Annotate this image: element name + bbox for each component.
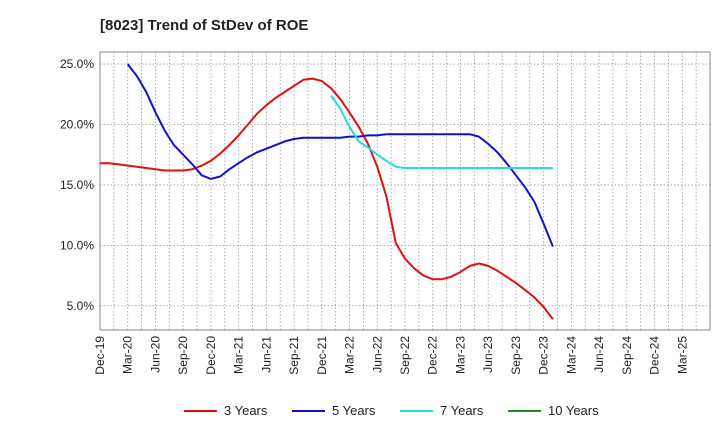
x-tick-label: Sep-23 — [509, 336, 523, 375]
grid — [100, 52, 710, 330]
legend-label-3-years: 3 Years — [224, 403, 268, 418]
y-axis: 5.0% 10.0% 15.0% 20.0% 25.0% — [60, 57, 94, 313]
legend-label-5-years: 5 Years — [332, 403, 376, 418]
series-lines — [100, 63, 554, 320]
legend-label-10-years: 10 Years — [548, 403, 599, 418]
x-tick-label: Dec-22 — [426, 336, 440, 375]
x-tick-label: Jun-20 — [148, 336, 162, 373]
x-tick-label: Dec-20 — [204, 336, 218, 375]
x-tick-label: Mar-21 — [232, 336, 246, 374]
x-tick-label: Mar-23 — [453, 336, 467, 374]
y-tick-label: 25.0% — [60, 57, 94, 71]
x-tick-label: Dec-19 — [93, 336, 107, 375]
y-tick-label: 10.0% — [60, 238, 94, 252]
x-tick-label: Dec-24 — [648, 336, 662, 375]
y-tick-label: 20.0% — [60, 118, 94, 132]
x-tick-label: Mar-20 — [121, 336, 135, 374]
x-tick-label: Mar-25 — [675, 336, 689, 374]
x-tick-label: Sep-20 — [176, 336, 190, 375]
x-tick-label: Sep-24 — [620, 336, 634, 375]
x-tick-label: Mar-24 — [564, 336, 578, 374]
x-axis: Dec-19 Mar-20 Jun-20 Sep-20 Dec-20 Mar-21 Jun-… — [93, 336, 689, 375]
chart-title: [8023] Trend of StDev of ROE — [100, 17, 308, 34]
x-tick-label: Jun-24 — [592, 336, 606, 373]
series-line-3-years — [100, 77, 554, 320]
series-line-7-years — [330, 94, 553, 169]
x-tick-label: Jun-22 — [370, 336, 384, 373]
x-tick-label: Dec-23 — [537, 336, 551, 375]
x-tick-label: Jun-23 — [481, 336, 495, 373]
y-tick-label: 15.0% — [60, 178, 94, 192]
legend: 3 Years 5 Years 7 Years 10 Years — [184, 403, 599, 418]
legend-label-7-years: 7 Years — [440, 403, 484, 418]
x-tick-label: Sep-21 — [287, 336, 301, 375]
y-tick-label: 5.0% — [67, 299, 95, 313]
x-tick-label: Mar-22 — [343, 336, 357, 374]
series-line-5-years — [126, 63, 554, 247]
plot-area — [99, 51, 711, 331]
x-tick-label: Jun-21 — [259, 336, 273, 373]
x-tick-label: Dec-21 — [315, 336, 329, 375]
x-tick-label: Sep-22 — [398, 336, 412, 375]
